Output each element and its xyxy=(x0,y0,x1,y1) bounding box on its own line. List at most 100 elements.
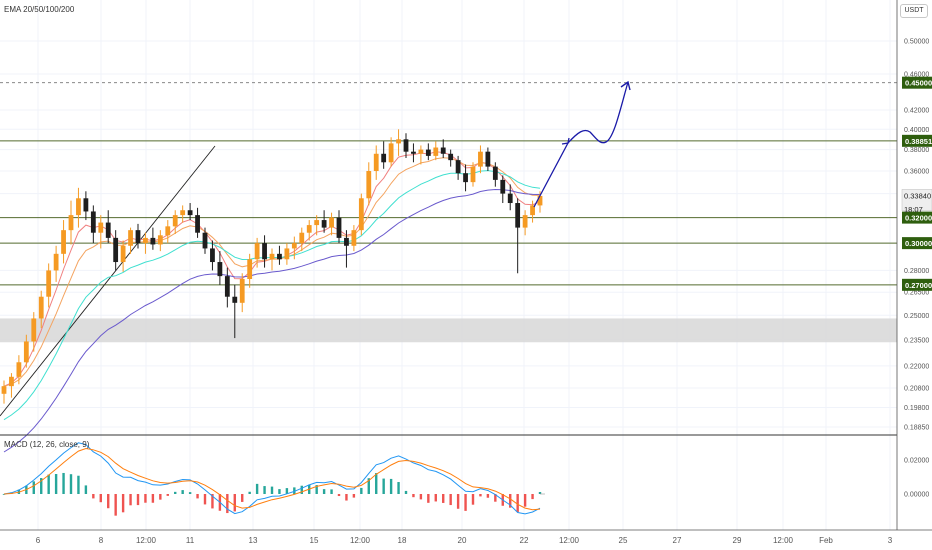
signal-line xyxy=(3,447,541,511)
macd-hist-46 xyxy=(345,494,348,501)
time-axis[interactable]: 6 8 12:00 11 13 15 12:00 18 20 22 12:00 25 27 29 12:00… xyxy=(36,536,893,545)
projection-arrowhead-2 xyxy=(620,80,631,91)
price-axis[interactable]: 0.50000 0.46000 0.42000 0.40000 0.38000 0.360… xyxy=(904,39,929,432)
countdown-label: 18:07 xyxy=(904,205,923,214)
price-tick-1: 0.46000 xyxy=(904,71,929,78)
macd-hist-68 xyxy=(509,494,512,508)
ema-indicator-label[interactable]: EMA 20/50/100/200 xyxy=(4,5,75,14)
macd-axis: 0.02000 0.00000 xyxy=(904,458,929,499)
candle-body-69 xyxy=(515,203,521,228)
candle-body-33 xyxy=(247,259,253,279)
macd-hist-62 xyxy=(464,494,467,511)
macd-hist-9 xyxy=(69,474,73,494)
candle-body-28 xyxy=(210,248,215,263)
candle-body-15 xyxy=(113,237,119,263)
candle-body-44 xyxy=(329,217,334,228)
macd-hist-34 xyxy=(255,483,259,494)
candle-body-13 xyxy=(98,222,104,233)
price-badge-bg-5 xyxy=(902,278,932,291)
currency-button[interactable]: USDT xyxy=(900,4,928,18)
candle-body-1 xyxy=(9,376,14,387)
horizontal-levels xyxy=(0,82,897,286)
candle-body-0 xyxy=(1,386,7,394)
candle-body-29 xyxy=(217,262,223,277)
time-tick-7: 18 xyxy=(398,536,407,545)
time-tick-6: 12:00 xyxy=(350,536,371,545)
macd-hist-6 xyxy=(47,474,50,494)
time-tick-8: 20 xyxy=(458,536,467,545)
candle-body-67 xyxy=(500,179,506,194)
macd-hist-38 xyxy=(285,488,289,494)
macd-hist-12 xyxy=(92,494,95,499)
macd-hist-42 xyxy=(315,485,318,494)
macd-hist-30 xyxy=(226,494,229,514)
candle-body-17 xyxy=(128,230,133,246)
candle-body-3 xyxy=(23,341,29,363)
time-tick-1: 8 xyxy=(99,536,104,545)
macd-tick-0: 0.02000 xyxy=(904,458,929,465)
macd-hist-64 xyxy=(479,494,482,497)
macd-hist-13 xyxy=(99,494,102,503)
macd-hist-26 xyxy=(196,494,199,499)
macd-hist-27 xyxy=(203,494,207,505)
candle-body-61 xyxy=(455,160,461,174)
time-tick-3: 11 xyxy=(186,536,195,545)
price-tick-14: 0.19800 xyxy=(904,405,929,412)
macd-hist-65 xyxy=(486,494,490,498)
candle-body-63 xyxy=(470,166,476,183)
macd-hist-44 xyxy=(330,489,333,494)
macd-hist-43 xyxy=(322,489,326,494)
candle-body-39 xyxy=(291,243,297,249)
candle-body-60 xyxy=(448,153,454,161)
projection-arrowhead-1 xyxy=(561,137,570,145)
candle-body-71 xyxy=(530,205,535,216)
macd-hist-36 xyxy=(270,486,274,494)
candle-body-40 xyxy=(299,232,305,244)
candle-body-66 xyxy=(492,166,498,180)
price-tick-9: 0.26500 xyxy=(904,290,929,297)
ema-200-line xyxy=(3,188,541,453)
macd-hist-22 xyxy=(166,494,169,496)
macd-hist-11 xyxy=(84,485,88,494)
macd-hist-23 xyxy=(174,491,177,494)
macd-hist-57 xyxy=(427,494,430,503)
candle-body-20 xyxy=(150,237,156,245)
ema-lines xyxy=(3,151,541,453)
price-badge-0: 0.45000 xyxy=(905,79,932,88)
macd-hist-28 xyxy=(211,494,214,509)
macd-hist-55 xyxy=(412,494,415,498)
price-badge-5: 0.27000 xyxy=(905,281,932,290)
macd-hist-69 xyxy=(516,494,519,513)
macd-hist-71 xyxy=(531,494,534,500)
macd-pane xyxy=(2,442,545,516)
candle-body-31 xyxy=(232,296,238,303)
time-tick-9: 22 xyxy=(520,536,529,545)
macd-hist-45 xyxy=(337,494,341,497)
time-tick-5: 15 xyxy=(310,536,319,545)
price-tick-2: 0.42000 xyxy=(904,107,929,114)
macd-hist-21 xyxy=(159,494,162,500)
macd-hist-70 xyxy=(523,494,527,507)
macd-hist-39 xyxy=(293,487,296,494)
price-badge-3: 0.32000 xyxy=(905,214,932,223)
time-tick-2: 12:00 xyxy=(136,536,157,545)
candle-body-56 xyxy=(418,149,424,154)
candle-body-38 xyxy=(284,248,290,260)
support-zone xyxy=(0,318,897,343)
price-badge-bg-2 xyxy=(901,189,932,211)
candle-body-55 xyxy=(411,151,416,154)
macd-hist-20 xyxy=(151,494,155,503)
ascending-trendline[interactable] xyxy=(0,145,216,417)
candle-body-53 xyxy=(396,139,401,144)
candle-body-22 xyxy=(165,226,171,236)
price-tick-8: 0.28000 xyxy=(904,268,929,275)
candle-body-24 xyxy=(180,210,186,216)
price-tick-15: 0.18850 xyxy=(904,425,929,432)
macd-indicator-label[interactable]: MACD (12, 26, close, 9) xyxy=(4,440,90,449)
macd-hist-35 xyxy=(263,486,266,494)
time-tick-12: 27 xyxy=(673,536,682,545)
candle-body-6 xyxy=(46,270,52,297)
macd-hist-48 xyxy=(360,487,363,494)
candle-body-46 xyxy=(344,237,349,246)
